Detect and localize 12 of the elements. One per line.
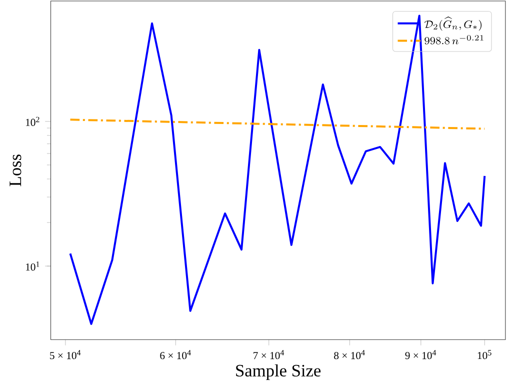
- legend-label: $\mathcal{D}_2(\widehat{G}_n, G_*)$: [424, 16, 482, 31]
- x-tick-label: 9 × 10$^{4}$: [405, 350, 436, 360]
- y-tick-label: 10$^{2}$: [26, 116, 40, 126]
- x-tick-label: 7 × 10$^{4}$: [254, 350, 284, 360]
- legend-label: $998.8\, n^{-0.21}$: [424, 35, 484, 44]
- x-tick-label: 5 × 10$^{4}$: [50, 350, 81, 360]
- x-axis-title: Sample Size: [236, 364, 321, 380]
- x-tick-label: 8 × 10$^{4}$: [334, 350, 365, 360]
- y-axis-title: Loss: [10, 154, 22, 186]
- x-tick-label: 6 × 10$^{4}$: [160, 350, 191, 360]
- x-tick-label: 10$^{5}$: [478, 350, 492, 360]
- y-tick-label: 10$^{1}$: [26, 261, 40, 271]
